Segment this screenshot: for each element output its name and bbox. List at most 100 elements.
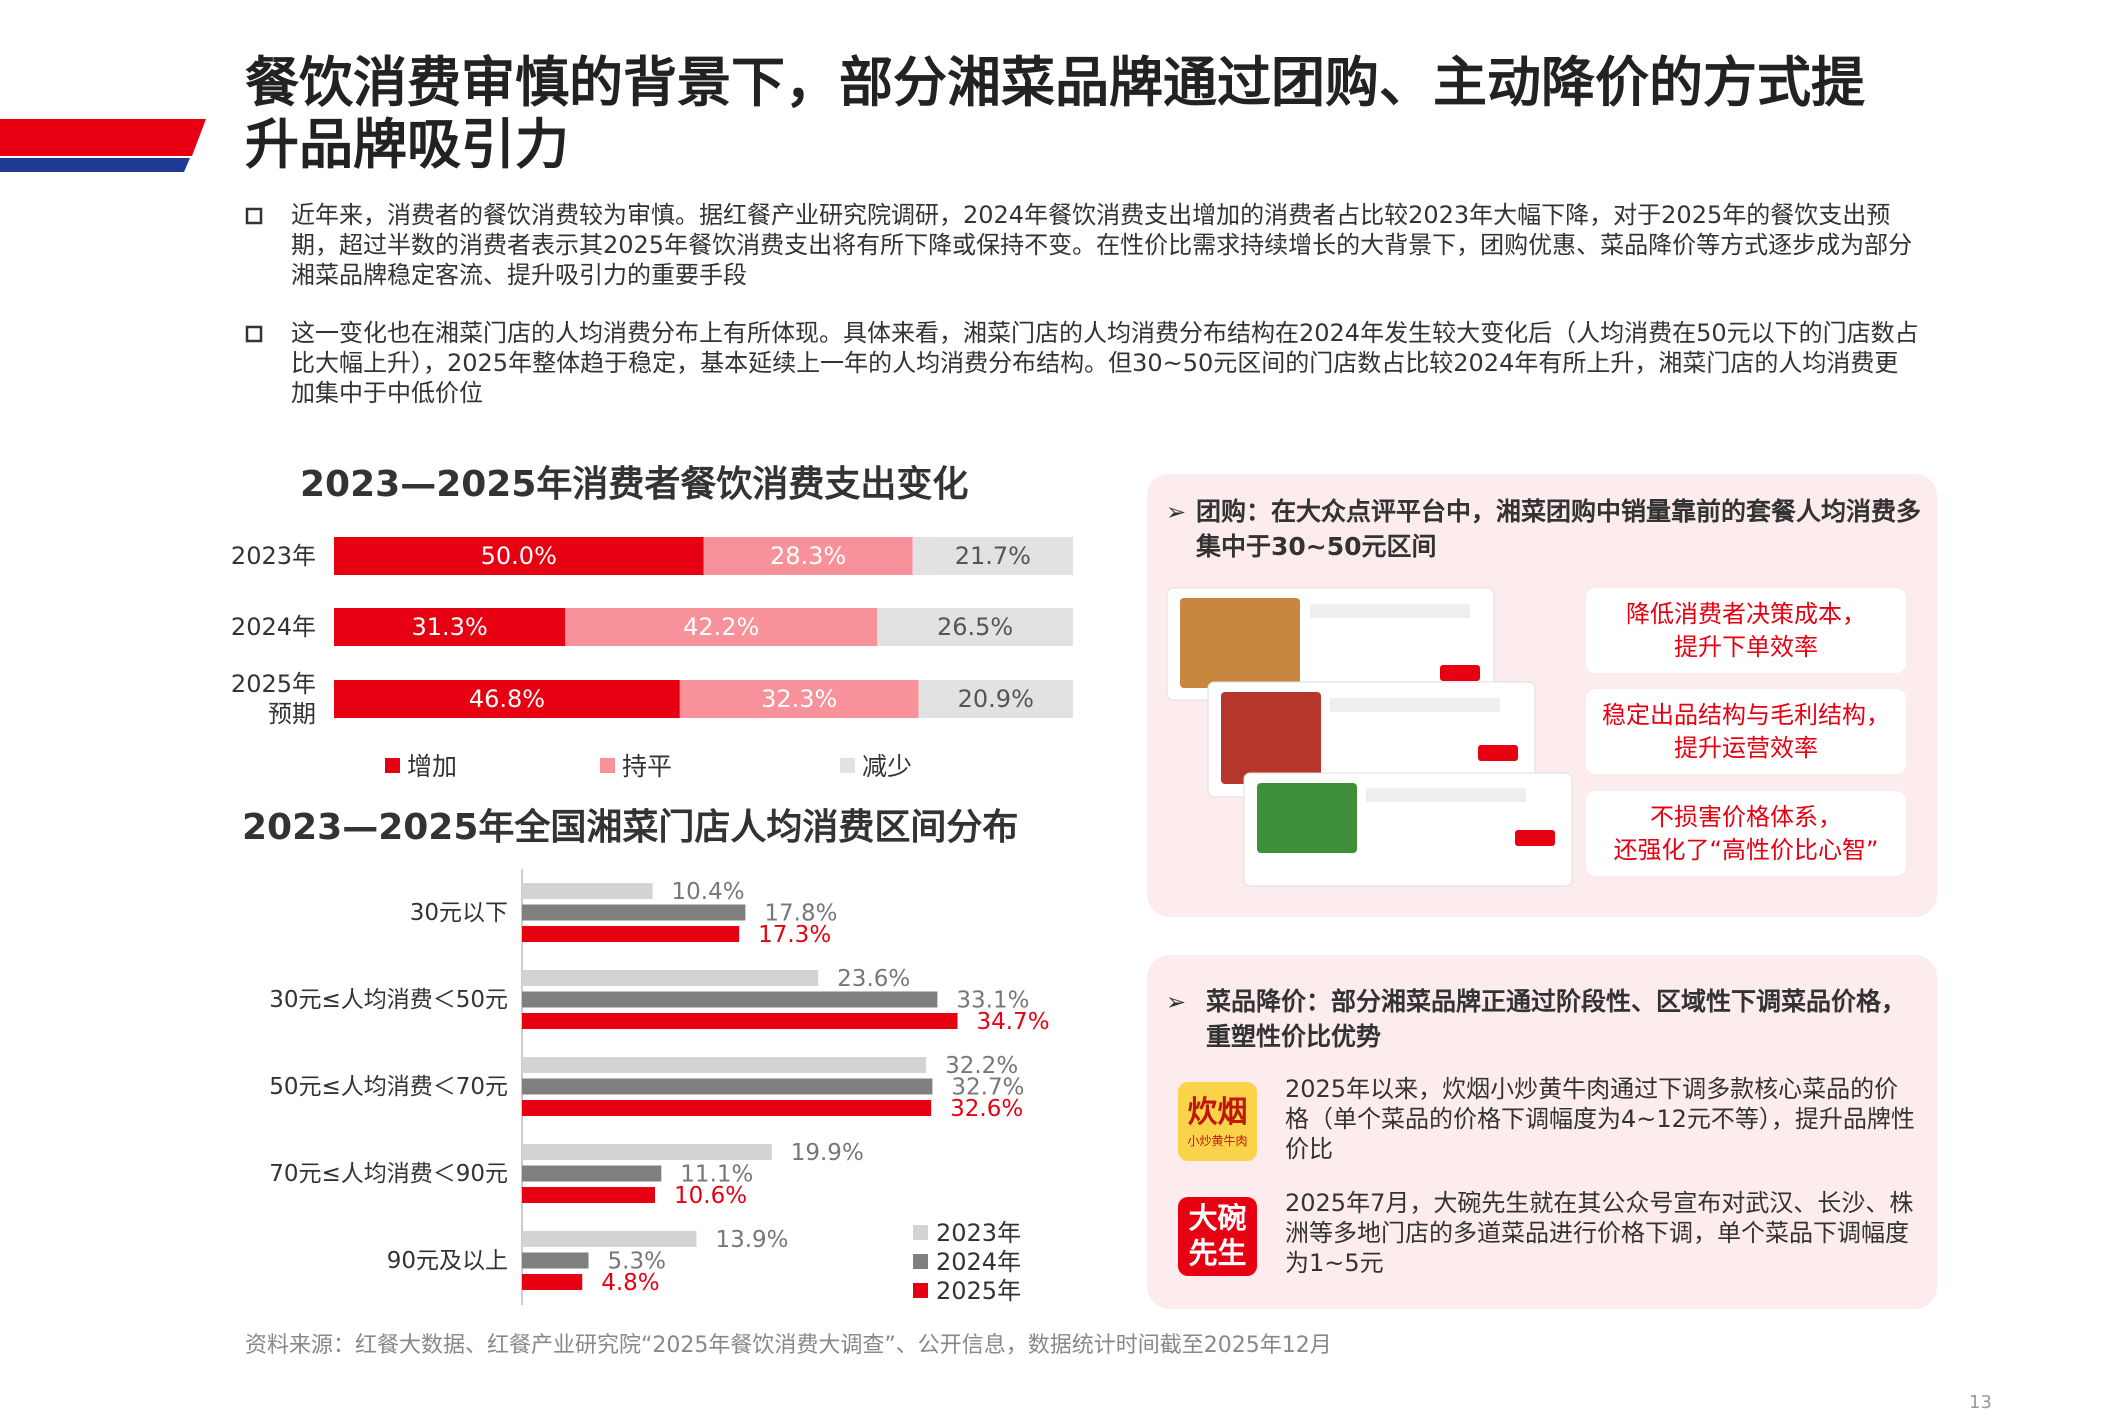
legend-swatch — [913, 1225, 928, 1240]
data-label: 34.7% — [976, 1009, 1049, 1035]
callout-text: 不损害价格体系， 还强化了“高性价比心智” — [1613, 803, 1879, 864]
bullet-text: 近年来，消费者的餐饮消费较为审慎。据红餐产业研究院调研，2024年餐饮消费支出增… — [291, 201, 1913, 289]
y-tick-label: 90元及以上 — [387, 1248, 508, 1274]
bar — [522, 1231, 697, 1247]
legend-swatch — [385, 758, 400, 773]
data-label: 5.3% — [608, 1249, 666, 1275]
data-label: 28.3% — [770, 542, 846, 570]
data-label: 46.8% — [469, 685, 545, 713]
bar-segment — [565, 608, 878, 646]
data-label: 19.9% — [791, 1140, 864, 1166]
bar-segment — [679, 680, 919, 718]
logo-bg — [1178, 1197, 1257, 1276]
logo-sub: 小炒黄牛肉 — [1187, 1134, 1248, 1148]
page-number: 13 — [1969, 1392, 1992, 1413]
data-label: 17.8% — [764, 901, 837, 927]
bar — [522, 1274, 583, 1290]
y-tick-label: 2025年 预期 — [230, 670, 316, 728]
bar — [522, 1187, 656, 1203]
panel-title: 菜品降价：部分湘菜品牌正通过阶段性、区域性下调菜品价格，重塑性价比优势 — [1206, 987, 1907, 1051]
data-label: 4.8% — [601, 1270, 659, 1296]
bar-segment — [334, 680, 680, 718]
data-label: 33.1% — [956, 988, 1029, 1014]
data-label: 42.2% — [683, 613, 759, 641]
bullet-square — [245, 207, 263, 225]
callout-text: 降低消费者决策成本， 提升下单效率 — [1626, 600, 1866, 661]
callout-box — [1586, 791, 1906, 876]
stripe-red — [0, 119, 206, 156]
bar-segment — [918, 680, 1073, 718]
bar — [522, 970, 819, 986]
data-label: 17.3% — [758, 922, 831, 948]
stripe-blue — [0, 158, 190, 172]
callout-text: 稳定出品结构与毛利结构， 提升运营效率 — [1602, 701, 1890, 762]
bar — [522, 1078, 933, 1095]
logo-text: 大碗 先生 — [1188, 1201, 1247, 1270]
data-label: 32.3% — [761, 685, 837, 713]
data-label: 32.7% — [951, 1075, 1024, 1101]
data-label: 32.6% — [950, 1096, 1023, 1122]
bar-segment — [334, 608, 566, 646]
bar — [522, 991, 938, 1008]
data-label: 31.3% — [412, 613, 488, 641]
data-label: 23.6% — [837, 966, 910, 992]
logo-bg — [1178, 1082, 1257, 1161]
legend-label: 减少 — [862, 752, 912, 781]
data-label: 20.9% — [958, 685, 1034, 713]
bar — [522, 1100, 932, 1116]
bar — [522, 1144, 772, 1160]
y-tick-label: 70元≤人均消费＜90元 — [269, 1161, 508, 1187]
y-tick-label: 50元≤人均消费＜70元 — [269, 1074, 508, 1100]
y-tick-label: 2023年 — [230, 542, 316, 570]
callout-box — [1586, 689, 1906, 774]
bar — [522, 1057, 927, 1073]
legend-label: 2023年 — [936, 1219, 1021, 1247]
logo-text: 炊烟 — [1187, 1095, 1248, 1130]
bar — [522, 904, 746, 921]
data-label: 21.7% — [955, 542, 1031, 570]
bar — [522, 926, 740, 942]
data-label: 10.4% — [672, 879, 745, 905]
arrow: ➢ — [1166, 988, 1186, 1016]
legend-label: 2024年 — [936, 1248, 1021, 1276]
bullet-text: 这一变化也在湘菜门店的人均消费分布上有所体现。具体来看，湘菜门店的人均消费分布结… — [291, 319, 1919, 407]
bar-segment — [877, 608, 1073, 646]
bar — [522, 1165, 662, 1182]
bullet-square — [245, 325, 263, 343]
data-label: 11.1% — [680, 1162, 753, 1188]
bar-segment — [334, 537, 704, 575]
legend-swatch — [913, 1254, 928, 1269]
page-title: 餐饮消费审慎的背景下，部分湘菜品牌通过团购、主动降价的方式提升品牌吸引力 — [245, 51, 1865, 176]
legend-label: 持平 — [622, 752, 672, 781]
legend-label: 2025年 — [936, 1277, 1021, 1305]
y-tick-label: 30元≤人均消费＜50元 — [269, 987, 508, 1013]
legend-swatch — [840, 758, 855, 773]
chart-title: 2023—2025年全国湘菜门店人均消费区间分布 — [242, 807, 1019, 848]
data-label: 13.9% — [715, 1227, 788, 1253]
legend-swatch — [913, 1283, 928, 1298]
source: 资料来源：红餐大数据、红餐产业研究院“2025年餐饮消费大调查”、公开信息，数据… — [245, 1333, 1332, 1358]
legend-swatch — [600, 758, 615, 773]
data-label: 32.2% — [945, 1053, 1018, 1079]
data-label: 50.0% — [481, 542, 557, 570]
bar — [522, 1013, 958, 1029]
y-tick-label: 2024年 — [230, 613, 316, 641]
callout-box — [1586, 588, 1906, 673]
deal-screenshots — [1166, 587, 1573, 887]
bar-segment — [912, 537, 1073, 575]
y-tick-label: 30元以下 — [410, 900, 508, 926]
data-label: 10.6% — [674, 1183, 747, 1209]
bar — [522, 883, 653, 899]
bar-segment — [703, 537, 913, 575]
legend-label: 增加 — [407, 752, 457, 781]
bar — [522, 1252, 589, 1269]
item-text: 2025年以来，炊烟小炒黄牛肉通过下调多款核心菜品的价格（单个菜品的价格下调幅度… — [1285, 1075, 1915, 1163]
item-text: 2025年7月，大碗先生就在其公众号宣布对武汉、长沙、株洲等多地门店的多道菜品进… — [1285, 1189, 1914, 1277]
chart-title: 2023—2025年消费者餐饮消费支出变化 — [300, 464, 969, 505]
arrow: ➢ — [1166, 498, 1186, 526]
panel-bg — [1147, 955, 1937, 1309]
panel-title: 团购：在大众点评平台中，湘菜团购中销量靠前的套餐人均消费多集中于30~50元区间 — [1196, 497, 1922, 561]
data-label: 26.5% — [937, 613, 1013, 641]
